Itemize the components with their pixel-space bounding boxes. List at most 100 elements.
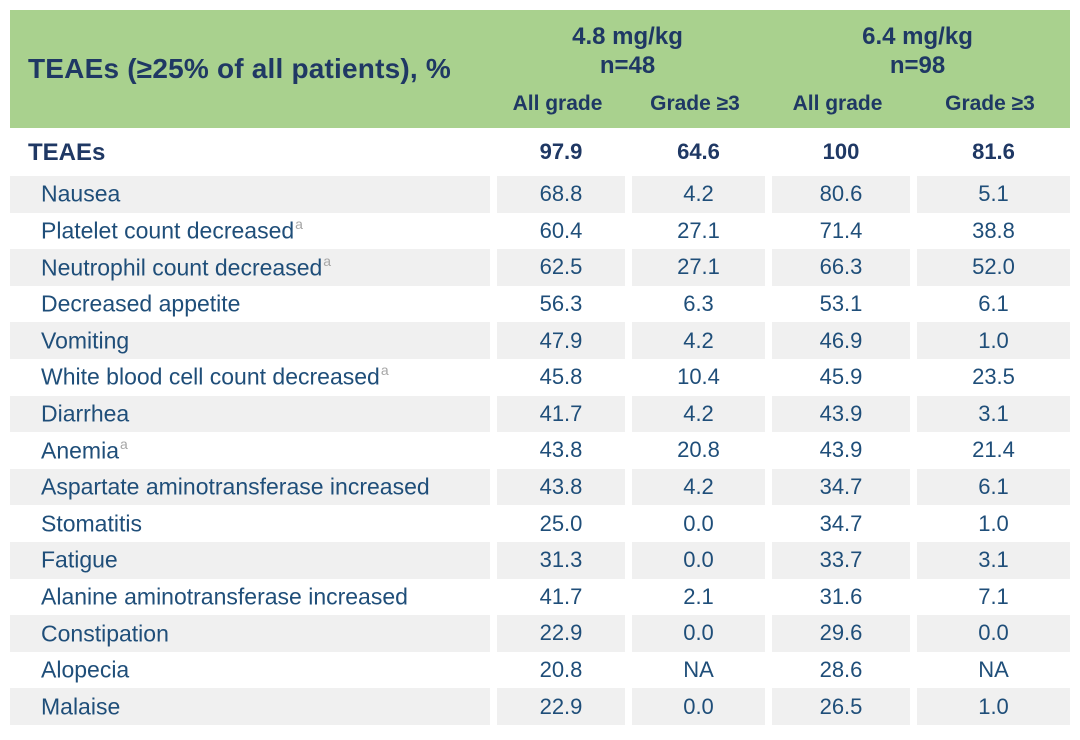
value-cell-grade-ge3-6-4: 7.1 <box>910 578 1070 616</box>
adverse-event-label-cell: Vomiting <box>10 322 490 359</box>
value-cell-grade-ge3-4-8: 64.6 <box>625 128 765 176</box>
adverse-event-label-cell: Alopecia <box>10 651 490 689</box>
value-cell-grade-ge3-6-4: 23.5 <box>910 358 1070 396</box>
value-cell-all-grade-6-4: 26.5 <box>765 688 910 725</box>
value-cell-grade-ge3-6-4: 1.0 <box>910 688 1070 725</box>
adverse-event-label: White blood cell count decreased <box>41 364 380 391</box>
table-row: Alanine aminotransferase increased 41.7 … <box>10 578 1070 616</box>
value-cell-all-grade-4-8: 22.9 <box>490 688 625 725</box>
value-cell-all-grade-6-4: 43.9 <box>765 432 910 469</box>
dose-label-6-4: 6.4 mg/kg <box>862 23 973 51</box>
table-row: Platelet count decreaseda 60.4 27.1 71.4… <box>10 212 1070 250</box>
value-cell-grade-ge3-6-4: 0.0 <box>910 615 1070 652</box>
value-cell-all-grade-6-4: 53.1 <box>765 285 910 323</box>
table-row: Neutrophil count decreaseda 62.5 27.1 66… <box>10 249 1070 286</box>
adverse-event-label-cell: Diarrhea <box>10 395 490 433</box>
value-cell-all-grade-4-8: 47.9 <box>490 322 625 359</box>
adverse-event-label-cell: Nausea <box>10 176 490 213</box>
value-cell-all-grade-4-8: 41.7 <box>490 395 625 433</box>
adverse-event-label-cell: Platelet count decreaseda <box>10 212 490 250</box>
value-cell-all-grade-6-4: 34.7 <box>765 505 910 542</box>
adverse-event-label: Nausea <box>41 181 121 208</box>
value-cell-grade-ge3-4-8: 0.0 <box>625 688 765 725</box>
dose-label-4-8: 4.8 mg/kg <box>572 23 683 51</box>
adverse-event-label-cell: Decreased appetite <box>10 285 490 323</box>
value-cell-grade-ge3-6-4: 1.0 <box>910 322 1070 359</box>
table-row: Decreased appetite 56.3 6.3 53.1 6.1 <box>10 285 1070 323</box>
value-cell-grade-ge3-6-4: 6.1 <box>910 285 1070 323</box>
grade-subheader-row: All grade Grade ≥3 All grade Grade ≥3 <box>10 86 1070 128</box>
value-cell-all-grade-6-4: 45.9 <box>765 358 910 396</box>
col-header-all-grade-4-8: All grade <box>490 86 625 128</box>
value-cell-all-grade-4-8: 43.8 <box>490 468 625 506</box>
value-cell-grade-ge3-4-8: 0.0 <box>625 505 765 542</box>
n-label-4-8: n=48 <box>599 52 656 79</box>
table-row: Vomiting 47.9 4.2 46.9 1.0 <box>10 322 1070 359</box>
adverse-event-label: Alanine aminotransferase increased <box>41 583 408 610</box>
table-title: TEAEs (≥25% of all patients), % <box>10 10 490 128</box>
value-cell-all-grade-4-8: 22.9 <box>490 615 625 652</box>
col-header-grade-ge3-6-4: Grade ≥3 <box>910 86 1070 128</box>
table-header: TEAEs (≥25% of all patients), % 4.8 mg/k… <box>10 10 1070 128</box>
value-cell-grade-ge3-4-8: 0.0 <box>625 615 765 652</box>
table-row: Aspartate aminotransferase increased 43.… <box>10 468 1070 506</box>
value-cell-grade-ge3-6-4: 6.1 <box>910 468 1070 506</box>
value-cell-all-grade-4-8: 62.5 <box>490 249 625 286</box>
teae-table: TEAEs (≥25% of all patients), % 4.8 mg/k… <box>10 10 1070 725</box>
table-row: Constipation 22.9 0.0 29.6 0.0 <box>10 615 1070 652</box>
adverse-event-label: Aspartate aminotransferase increased <box>41 473 430 500</box>
value-cell-all-grade-4-8: 45.8 <box>490 358 625 396</box>
value-cell-grade-ge3-6-4: 1.0 <box>910 505 1070 542</box>
value-cell-grade-ge3-4-8: 27.1 <box>625 212 765 250</box>
dose-group-header-row: TEAEs (≥25% of all patients), % 4.8 mg/k… <box>10 10 1070 128</box>
value-cell-all-grade-6-4: 43.9 <box>765 395 910 433</box>
adverse-event-label: Constipation <box>41 620 169 647</box>
value-cell-grade-ge3-6-4: 5.1 <box>910 176 1070 213</box>
footnote-marker: a <box>380 362 389 379</box>
adverse-event-label: Stomatitis <box>41 510 142 537</box>
table-row: Diarrhea 41.7 4.2 43.9 3.1 <box>10 395 1070 433</box>
value-cell-grade-ge3-6-4: NA <box>910 651 1070 689</box>
adverse-event-label-cell: Neutrophil count decreaseda <box>10 249 490 286</box>
value-cell-grade-ge3-4-8: 20.8 <box>625 432 765 469</box>
dose-group-4-8-header: 4.8 mg/kg n=48 <box>490 10 765 86</box>
adverse-event-label: Platelet count decreased <box>41 217 295 244</box>
footnote-marker: a <box>323 252 332 269</box>
adverse-event-label: TEAEs <box>28 138 106 166</box>
table-row: Stomatitis 25.0 0.0 34.7 1.0 <box>10 505 1070 542</box>
value-cell-all-grade-6-4: 29.6 <box>765 615 910 652</box>
value-cell-all-grade-4-8: 25.0 <box>490 505 625 542</box>
value-cell-all-grade-4-8: 31.3 <box>490 541 625 579</box>
value-cell-grade-ge3-6-4: 21.4 <box>910 432 1070 469</box>
table-row: Malaise 22.9 0.0 26.5 1.0 <box>10 688 1070 725</box>
value-cell-all-grade-6-4: 66.3 <box>765 249 910 286</box>
adverse-event-label: Decreased appetite <box>41 290 241 317</box>
value-cell-grade-ge3-4-8: 4.2 <box>625 468 765 506</box>
value-cell-all-grade-6-4: 28.6 <box>765 651 910 689</box>
value-cell-grade-ge3-4-8: 4.2 <box>625 395 765 433</box>
adverse-event-label: Fatigue <box>41 547 118 574</box>
adverse-event-label-cell: Aspartate aminotransferase increased <box>10 468 490 506</box>
value-cell-all-grade-4-8: 97.9 <box>490 128 625 176</box>
col-header-grade-ge3-4-8: Grade ≥3 <box>625 86 765 128</box>
adverse-event-label: Anemia <box>41 437 119 464</box>
adverse-event-label-cell: Stomatitis <box>10 505 490 542</box>
col-header-all-grade-6-4: All grade <box>765 86 910 128</box>
table-row: Alopecia 20.8 NA 28.6 NA <box>10 651 1070 689</box>
value-cell-grade-ge3-6-4: 3.1 <box>910 395 1070 433</box>
value-cell-all-grade-4-8: 20.8 <box>490 651 625 689</box>
value-cell-all-grade-4-8: 43.8 <box>490 432 625 469</box>
value-cell-grade-ge3-4-8: 0.0 <box>625 541 765 579</box>
value-cell-all-grade-4-8: 68.8 <box>490 176 625 213</box>
adverse-event-label-cell: Alanine aminotransferase increased <box>10 578 490 616</box>
value-cell-all-grade-6-4: 31.6 <box>765 578 910 616</box>
adverse-event-label: Neutrophil count decreased <box>41 254 323 281</box>
value-cell-grade-ge3-6-4: 52.0 <box>910 249 1070 286</box>
adverse-event-label: Diarrhea <box>41 400 130 427</box>
value-cell-grade-ge3-6-4: 38.8 <box>910 212 1070 250</box>
dose-group-6-4-header: 6.4 mg/kg n=98 <box>765 10 1070 86</box>
n-label-6-4: n=98 <box>889 52 946 79</box>
table-row: Fatigue 31.3 0.0 33.7 3.1 <box>10 541 1070 579</box>
value-cell-all-grade-6-4: 71.4 <box>765 212 910 250</box>
